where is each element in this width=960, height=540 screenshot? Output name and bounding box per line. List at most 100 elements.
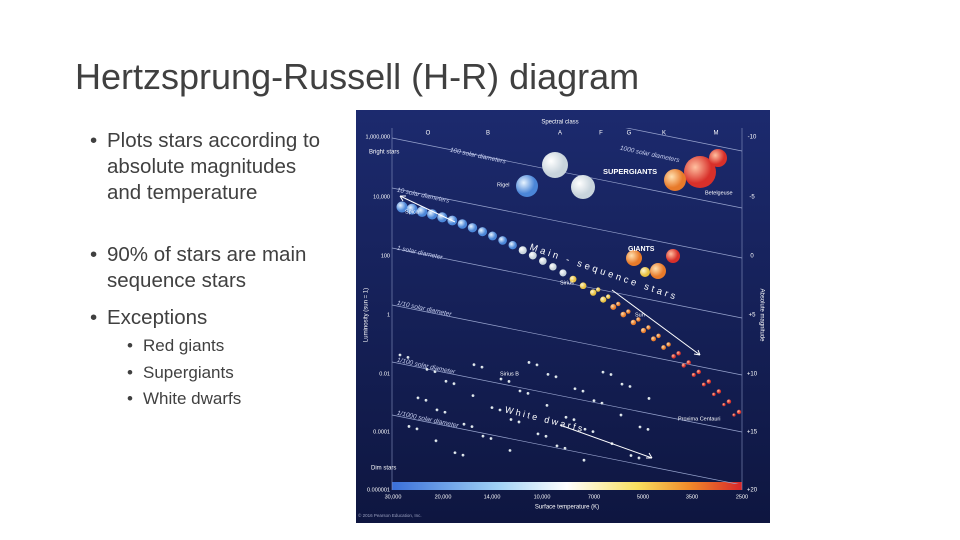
star	[606, 294, 611, 299]
star	[516, 175, 538, 197]
temperature-label: 20,000	[435, 494, 452, 500]
star	[507, 380, 511, 383]
temperature-label: 30,000	[385, 494, 402, 500]
star	[481, 434, 485, 438]
star	[427, 209, 438, 220]
star	[681, 363, 686, 368]
star	[732, 413, 736, 417]
star	[508, 241, 517, 250]
star	[559, 269, 567, 277]
star	[656, 333, 661, 339]
star	[536, 432, 540, 436]
star	[601, 370, 605, 374]
axis-title: Surface temperature (K)	[535, 505, 599, 511]
spectral-class: A	[558, 131, 562, 137]
star	[671, 354, 676, 359]
star	[647, 397, 651, 400]
star	[579, 282, 587, 290]
star	[472, 363, 476, 367]
star	[518, 246, 527, 255]
star	[471, 394, 475, 398]
luminosity-label: 0.01	[379, 371, 390, 377]
luminosity-label: 0.0001	[373, 429, 390, 435]
arrow-head	[399, 195, 406, 202]
diameter-line	[392, 414, 739, 484]
bullet-text: Plots stars according to absolute magnit…	[107, 129, 321, 204]
star	[452, 382, 456, 386]
arrows	[399, 195, 701, 459]
arrow-head	[646, 452, 653, 459]
spectral-class: G	[627, 131, 632, 137]
star	[722, 402, 726, 407]
diameter-line	[392, 247, 742, 319]
star	[620, 311, 627, 318]
star	[636, 317, 641, 322]
bright-label: Bright stars	[369, 150, 399, 156]
star	[527, 361, 531, 364]
star	[686, 360, 691, 365]
axis-title: Absolute magnitude	[758, 288, 764, 342]
star-label: Betelgeuse	[705, 190, 733, 196]
sub-bullet-text: Supergiants	[143, 363, 234, 382]
star	[462, 422, 466, 426]
star	[467, 223, 478, 233]
star	[716, 389, 722, 394]
star-label: Spica	[405, 209, 420, 215]
star	[539, 257, 547, 265]
star	[457, 219, 468, 229]
star	[518, 389, 522, 393]
spectral-class: F	[599, 131, 603, 137]
star	[499, 377, 503, 381]
star	[443, 410, 447, 414]
star	[416, 396, 420, 400]
star	[490, 406, 494, 409]
star-label: Proxima Centauri	[678, 416, 721, 422]
star	[526, 392, 530, 395]
star	[610, 304, 617, 310]
sub-bullet-text: Red giants	[143, 336, 225, 355]
star	[646, 428, 650, 431]
star	[684, 156, 716, 188]
star	[416, 206, 428, 217]
star	[676, 351, 681, 356]
star	[626, 250, 642, 266]
star	[433, 370, 437, 374]
stars	[396, 149, 742, 462]
star	[600, 401, 604, 405]
star	[726, 399, 732, 404]
star	[425, 367, 429, 371]
luminosity-label: 100	[381, 253, 390, 259]
star-label: Rigel	[497, 182, 510, 188]
star	[542, 152, 568, 178]
spectral-class: M	[714, 131, 719, 137]
star	[666, 342, 671, 347]
star	[620, 382, 624, 386]
star	[619, 413, 623, 417]
diameter-lines	[392, 128, 742, 484]
star	[595, 287, 601, 292]
credit: © 2016 Pearson Education, Inc.	[358, 512, 422, 518]
star	[528, 251, 537, 260]
axis-title: Luminosity (sun = 1)	[364, 288, 370, 342]
magnitude-label: +20	[747, 488, 758, 494]
star	[549, 263, 557, 271]
temperature-bar	[392, 482, 742, 490]
star-label: Sirius B	[500, 371, 519, 377]
star	[626, 309, 631, 314]
magnitude-label: -10	[748, 135, 757, 141]
star	[651, 336, 656, 342]
region-label: SUPERGIANTS	[603, 167, 657, 176]
star	[638, 425, 642, 429]
star	[396, 201, 408, 213]
star	[572, 418, 576, 422]
spectral-class: K	[662, 131, 666, 137]
star	[591, 430, 595, 434]
luminosity-label: 0.000001	[367, 487, 390, 493]
magnitude-label: +10	[747, 372, 758, 378]
diameter-line	[392, 137, 742, 209]
star-label: Sun	[635, 312, 645, 318]
bullet-text: Exceptions	[107, 306, 208, 329]
star	[712, 392, 716, 397]
sub-bullet-text: White dwarfs	[143, 389, 242, 408]
